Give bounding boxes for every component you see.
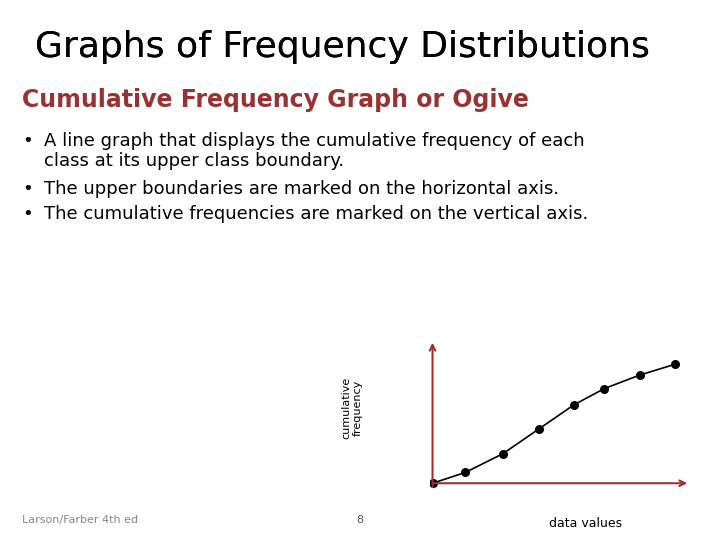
Text: 8: 8 [356, 515, 364, 525]
Point [669, 360, 680, 369]
Text: Cumulative Frequency Graph or Ogive: Cumulative Frequency Graph or Ogive [22, 88, 529, 112]
Point [598, 384, 610, 393]
Point [568, 401, 580, 409]
Text: The upper boundaries are marked on the horizontal axis.: The upper boundaries are marked on the h… [44, 180, 559, 198]
Text: data values: data values [549, 517, 623, 530]
Text: cumulative
frequency: cumulative frequency [341, 376, 363, 438]
Point [459, 468, 471, 477]
Point [427, 479, 438, 488]
Text: Graphs of Frequency Distributions: Graphs of Frequency Distributions [35, 30, 650, 64]
Point [533, 425, 544, 434]
Text: •: • [22, 132, 32, 150]
Point [498, 449, 509, 458]
Text: Graphs of Frequency Distributions: Graphs of Frequency Distributions [35, 30, 650, 64]
Text: The cumulative frequencies are marked on the vertical axis.: The cumulative frequencies are marked on… [44, 205, 588, 223]
Text: Larson/Farber 4th ed: Larson/Farber 4th ed [22, 515, 138, 525]
Text: •: • [22, 205, 32, 223]
Text: •: • [22, 180, 32, 198]
Point [634, 371, 645, 380]
Text: class at its upper class boundary.: class at its upper class boundary. [44, 152, 344, 170]
Text: A line graph that displays the cumulative frequency of each: A line graph that displays the cumulativ… [44, 132, 585, 150]
